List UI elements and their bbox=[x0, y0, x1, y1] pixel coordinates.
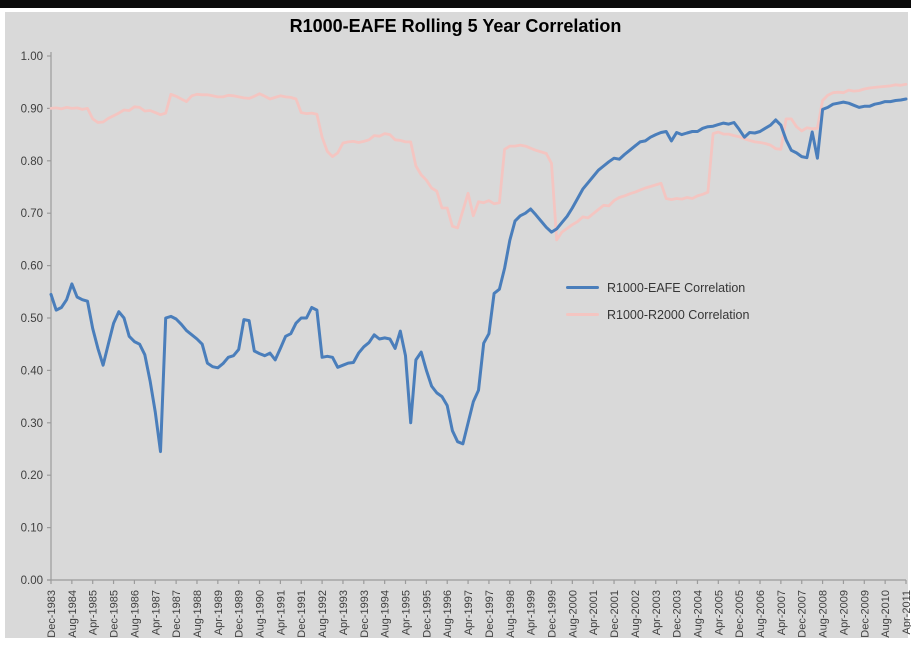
y-tick-label: 0.00 bbox=[21, 575, 43, 587]
y-tick-label: 0.40 bbox=[21, 365, 43, 377]
x-tick-label: Dec-2007 bbox=[797, 590, 809, 638]
x-tick-label: Aug-1998 bbox=[505, 590, 517, 638]
y-tick-label: 1.00 bbox=[21, 51, 43, 63]
legend-line-swatch-pink bbox=[566, 313, 599, 316]
x-tick-label: Aug-2008 bbox=[818, 590, 830, 638]
x-tick-label: Aug-1990 bbox=[255, 590, 267, 638]
x-tick-label: Aug-1994 bbox=[380, 590, 392, 638]
x-tick-label: Aug-2004 bbox=[692, 590, 704, 638]
y-axis-ticks: 0.00 0.10 0.20 0.30 0.40 0.50 0.60 0.70 0.80 0.90… bbox=[21, 51, 51, 587]
x-tick-label: Aug-2000 bbox=[567, 590, 579, 638]
x-tick-label: Dec-1983 bbox=[46, 590, 58, 638]
x-tick-label: Aug-2006 bbox=[755, 590, 767, 638]
x-tick-label: Aug-1988 bbox=[192, 590, 204, 638]
x-tick-label: Dec-2003 bbox=[672, 590, 684, 638]
x-tick-label: Apr-2001 bbox=[588, 590, 600, 635]
x-tick-label: Dec-1993 bbox=[359, 590, 371, 638]
x-tick-label: Dec-1991 bbox=[296, 590, 308, 638]
series-line-r1000-r2000 bbox=[49, 82, 908, 242]
chart-legend: R1000-EAFE Correlation R1000-R2000 Corre… bbox=[566, 274, 749, 328]
x-tick-label: Apr-1989 bbox=[213, 590, 225, 635]
y-tick-label: 0.20 bbox=[21, 470, 43, 482]
top-border-bar bbox=[0, 0, 911, 8]
chart-title: R1000-EAFE Rolling 5 Year Correlation bbox=[289, 16, 622, 36]
y-tick-label: 0.60 bbox=[21, 261, 43, 273]
legend-item-r1000-eafe: R1000-EAFE Correlation bbox=[566, 274, 749, 301]
y-tick-label: 0.90 bbox=[21, 103, 43, 115]
y-tick-label: 0.50 bbox=[21, 313, 43, 325]
axes bbox=[47, 52, 906, 581]
y-tick-label: 0.70 bbox=[21, 208, 43, 220]
x-tick-label: Dec-2001 bbox=[609, 590, 621, 638]
x-tick-label: Dec-1997 bbox=[484, 590, 496, 638]
x-tick-label: Dec-1985 bbox=[109, 590, 121, 638]
x-tick-label: Apr-1993 bbox=[338, 590, 350, 635]
x-tick-label: Dec-1995 bbox=[421, 590, 433, 638]
x-tick-label: Dec-1987 bbox=[171, 590, 183, 638]
x-tick-label: Apr-2009 bbox=[838, 590, 850, 635]
x-tick-label: Dec-1999 bbox=[546, 590, 558, 638]
x-tick-label: Dec-1989 bbox=[234, 590, 246, 638]
x-tick-label: Apr-1997 bbox=[463, 590, 475, 635]
x-tick-label: Aug-2010 bbox=[880, 590, 892, 638]
x-tick-label: Apr-1999 bbox=[526, 590, 538, 635]
x-tick-label: Dec-2009 bbox=[859, 590, 871, 638]
x-tick-label: Aug-1992 bbox=[317, 590, 329, 638]
x-axis-ticks: Dec-1983 Aug-1984 Apr-1985 Dec-1985 Aug-1986… bbox=[46, 580, 911, 638]
y-tick-label: 0.10 bbox=[21, 523, 43, 535]
y-tick-label: 0.30 bbox=[21, 418, 43, 430]
chart-plot-background bbox=[5, 12, 908, 638]
x-tick-label: Apr-1985 bbox=[88, 590, 100, 635]
x-tick-label: Aug-1996 bbox=[442, 590, 454, 638]
series-line-r1000-eafe bbox=[49, 97, 908, 454]
x-tick-label: Dec-2005 bbox=[734, 590, 746, 638]
x-tick-label: Apr-1987 bbox=[150, 590, 162, 635]
x-tick-label: Apr-2011 bbox=[901, 590, 911, 634]
x-tick-label: Aug-1986 bbox=[129, 590, 141, 638]
legend-line-swatch-blue bbox=[566, 286, 599, 289]
legend-label-r1000-eafe: R1000-EAFE Correlation bbox=[607, 280, 746, 295]
x-tick-label: Apr-1995 bbox=[401, 590, 413, 635]
legend-label-r1000-r2000: R1000-R2000 Correlation bbox=[607, 307, 750, 322]
legend-item-r1000-r2000: R1000-R2000 Correlation bbox=[566, 301, 749, 328]
x-tick-label: Aug-1984 bbox=[67, 590, 79, 638]
x-tick-label: Apr-2003 bbox=[651, 590, 663, 635]
x-tick-label: Apr-1991 bbox=[275, 590, 287, 635]
x-tick-label: Apr-2007 bbox=[776, 590, 788, 635]
x-tick-label: Aug-2002 bbox=[630, 590, 642, 638]
x-tick-label: Apr-2005 bbox=[713, 590, 725, 635]
y-tick-label: 0.80 bbox=[21, 156, 43, 168]
